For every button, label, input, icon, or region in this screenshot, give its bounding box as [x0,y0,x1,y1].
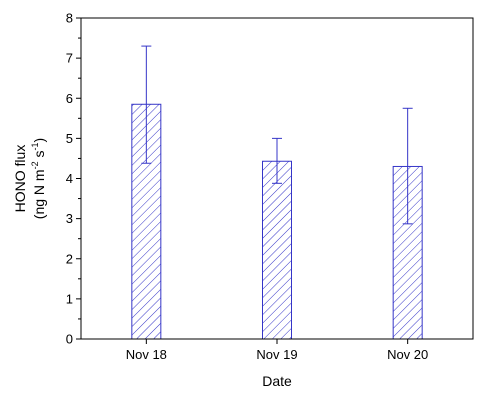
y-axis-title-sup2: -1 [30,142,40,150]
y-ticks-layer: 0 1 2 3 4 5 6 7 8 [66,11,81,347]
y-axis-title-unit-end: ) [31,138,47,143]
bar-2 [262,160,292,340]
y-tick-label-0: 0 [66,332,73,347]
error-bars-layer [141,45,413,225]
x-axis-title: Date [262,373,292,389]
y-axis-title: HONO flux (ng N m-2 s-1) [12,138,47,219]
y-tick-label-5: 5 [66,131,73,146]
y-tick-label-4: 4 [66,171,73,186]
x-tick-label-1: Nov 18 [126,347,167,362]
y-axis-title-unit-mid: s [31,150,47,161]
y-tick-label-8: 8 [66,11,73,26]
x-tick-label-3: Nov 20 [387,347,428,362]
y-tick-label-2: 2 [66,251,73,266]
y-axis-title-line1: HONO flux [12,145,28,213]
y-tick-label-3: 3 [66,211,73,226]
x-ticks-layer: Nov 18 Nov 19 Nov 20 [126,339,428,362]
y-axis-title-sup1: -2 [30,161,40,169]
y-axis-title-line2: (ng N m-2 s-1) [30,138,47,219]
y-tick-label-7: 7 [66,51,73,66]
y-tick-label-6: 6 [66,91,73,106]
y-tick-label-1: 1 [66,291,73,306]
x-tick-label-2: Nov 19 [256,347,297,362]
y-axis-title-unit-start: (ng N m [31,169,47,219]
